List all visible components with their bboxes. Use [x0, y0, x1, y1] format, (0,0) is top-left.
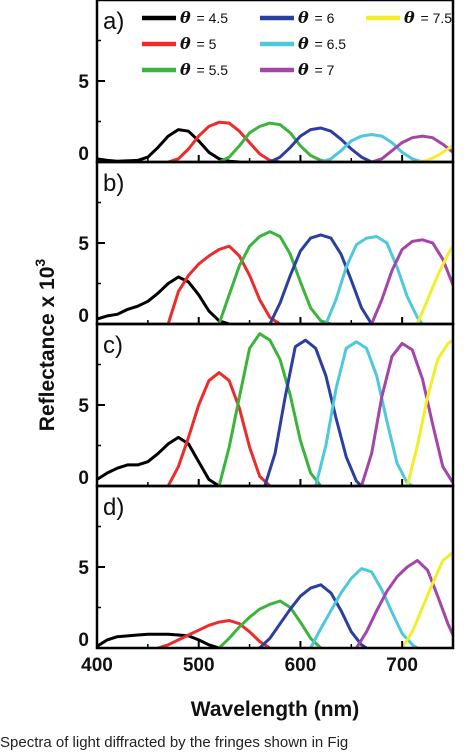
- legend-entry-1: θ = 4.5: [142, 8, 228, 27]
- legend-entry-4: θ = 5: [142, 34, 217, 53]
- panel-4-frame: [95, 484, 455, 650]
- panel-3-series-5-line: [314, 340, 414, 486]
- panel-4-ytick-label: 5: [78, 558, 89, 579]
- xtick-label: 700: [386, 655, 418, 676]
- legend-value: = 6.5: [311, 36, 347, 52]
- panel-2-series-6-line: [370, 238, 453, 324]
- panel-2-series-1-line: [97, 275, 230, 324]
- legend-label: θ = 4.5: [180, 8, 228, 27]
- legend-entry-6: θ = 5.5: [142, 60, 228, 79]
- legend-value: = 7.5: [417, 10, 453, 26]
- panel-4-series-7-line: [400, 551, 453, 648]
- legend-value: = 5.5: [193, 62, 229, 78]
- reflectance-spectra-figure: 05a)05b)05c)05d) 400 500 600 700 θ = 4.5 θ =…: [32, 0, 455, 721]
- panel-2-series-2-line: [166, 244, 281, 324]
- panel-3-series-2-line: [166, 371, 271, 486]
- legend-label: θ = 5.5: [180, 60, 228, 79]
- legend-entry-5: θ = 6.5: [260, 34, 346, 53]
- legend-entry-7: θ = 7: [260, 60, 335, 79]
- legend-entry-2: θ = 6: [260, 8, 335, 27]
- panel-4-series-2-line: [157, 619, 271, 648]
- panel-2-ytick-label: 0: [78, 306, 89, 327]
- legend-value: = 4.5: [193, 10, 229, 26]
- panel-3-label: c): [103, 332, 123, 359]
- legend-label: θ = 7: [298, 60, 335, 79]
- figure-caption: Spectra of light diffracted by the fring…: [0, 734, 349, 751]
- legend-label: θ = 6.5: [298, 34, 346, 53]
- panel-4-series-5-line: [309, 567, 419, 648]
- panel-1-series-3-line: [218, 121, 332, 162]
- legend-label: θ = 5: [180, 34, 217, 53]
- panel-2-series-4-line: [268, 233, 373, 324]
- y-axis-title-superscript: 3: [32, 259, 48, 267]
- xtick-label: 600: [285, 655, 317, 676]
- panel-4-plot-area: [97, 551, 453, 648]
- panel-3-series-1-line: [97, 435, 220, 486]
- legend-value: = 7: [311, 62, 335, 78]
- panel-2-ytick-label: 5: [78, 234, 89, 255]
- legend-theta-symbol: θ: [298, 34, 309, 53]
- legend-label: θ = 7.5: [404, 8, 452, 27]
- y-axis-title-text: Reflectance x 10: [36, 267, 59, 432]
- panel-2: 0 5 b): [78, 160, 455, 327]
- legend-entry-3: θ = 7.5: [366, 8, 452, 27]
- panel-1-series-7-line: [417, 144, 453, 162]
- panel-1: 0 5 a): [78, 0, 455, 165]
- panel-4-series-3-line: [218, 599, 322, 648]
- legend-theta-symbol: θ: [180, 8, 191, 27]
- legend-label: θ = 6: [298, 8, 335, 27]
- panel-1-series-6-line: [371, 134, 453, 162]
- xtick-label: 500: [183, 655, 215, 676]
- legend-value: = 6: [311, 10, 335, 26]
- panel-3-ytick-label: 5: [78, 396, 89, 417]
- panel-2-label: b): [103, 170, 124, 197]
- panel-1-series-4-line: [269, 126, 373, 162]
- legend-value: = 5: [193, 36, 217, 52]
- y-axis-title: Reflectance x 103: [32, 259, 59, 432]
- panel-4-series-1-line: [97, 632, 220, 648]
- panel-1-ytick-label: 5: [78, 72, 89, 93]
- panel-3-ytick-label: 0: [78, 468, 89, 489]
- panel-3-series-4-line: [263, 338, 363, 486]
- panel-2-plot-area: [97, 230, 453, 324]
- panel-4-series-6-line: [355, 559, 453, 648]
- panel-1-series-1-line: [97, 128, 240, 162]
- panel-1-ytick-label: 0: [78, 144, 89, 165]
- legend-theta-symbol: θ: [180, 60, 191, 79]
- x-axis: 400 500 600 700: [81, 155, 454, 676]
- panel-4-ytick-label: 0: [78, 630, 89, 651]
- panel-3: 0 5 c): [78, 322, 455, 489]
- panel-2-series-3-line: [217, 230, 332, 324]
- panel-2-series-5-line: [324, 235, 424, 324]
- panel-1-plot-area: [97, 120, 453, 162]
- legend-theta-symbol: θ: [404, 8, 415, 27]
- panel-4: 0 5 d): [78, 484, 455, 651]
- panel-3-series-3-line: [217, 332, 322, 486]
- panel-4-series-4-line: [258, 583, 368, 648]
- panel-1-series-5-line: [320, 133, 423, 162]
- legend-theta-symbol: θ: [180, 34, 191, 53]
- panel-3-series-6-line: [360, 341, 453, 486]
- xtick-label: 400: [81, 655, 113, 676]
- panel-2-series-7-line: [416, 245, 453, 324]
- panel-3-series-7-line: [405, 338, 453, 486]
- chart-panels: 0 5 a) 0 5 b) 0 5 c) 0 5 d): [78, 0, 455, 651]
- panel-1-frame: [95, 0, 455, 164]
- panel-3-plot-area: [97, 332, 453, 486]
- panel-1-label: a): [103, 8, 124, 35]
- legend-theta-symbol: θ: [298, 60, 309, 79]
- panel-4-label: d): [103, 494, 124, 521]
- legend-theta-symbol: θ: [298, 8, 309, 27]
- x-axis-title: Wavelength (nm): [191, 698, 359, 721]
- panel-1-series-2-line: [167, 120, 281, 162]
